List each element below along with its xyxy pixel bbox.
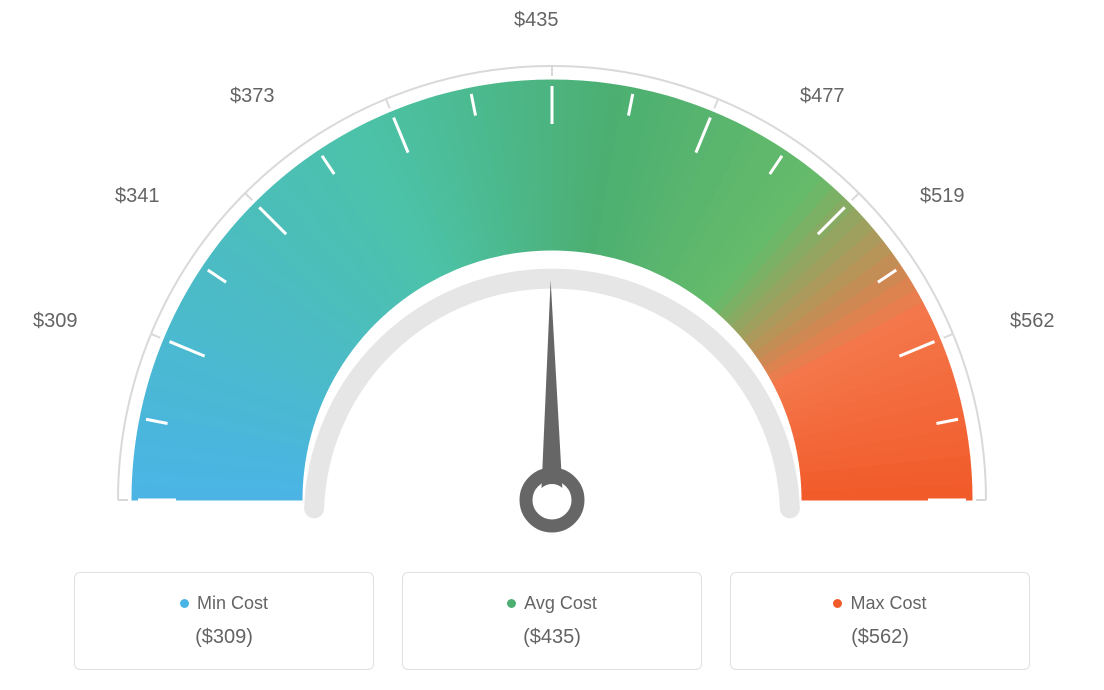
gauge-tick-label: $309 — [33, 310, 78, 333]
legend-value: ($309) — [195, 626, 253, 649]
legend-row: Min Cost ($309) Avg Cost ($435) Max Cost… — [0, 572, 1104, 670]
legend-label: Min Cost — [197, 593, 268, 614]
legend-value: ($562) — [851, 626, 909, 649]
gauge-tick-label: $477 — [800, 85, 845, 108]
legend-label: Max Cost — [850, 593, 926, 614]
legend-card-min: Min Cost ($309) — [74, 572, 374, 670]
gauge-tick-label: $373 — [230, 85, 275, 108]
gauge-tick-label: $341 — [115, 185, 160, 208]
legend-value: ($435) — [523, 626, 581, 649]
legend-label: Avg Cost — [524, 593, 597, 614]
gauge-tick-label: $519 — [920, 185, 965, 208]
gauge-tick-label: $435 — [514, 9, 559, 32]
gauge-chart: $309 $341 $373 $435 $477 $519 $562 — [0, 0, 1104, 570]
dot-icon — [833, 599, 842, 608]
dot-icon — [180, 599, 189, 608]
legend-card-max: Max Cost ($562) — [730, 572, 1030, 670]
gauge-tick-label: $562 — [1010, 310, 1055, 333]
dot-icon — [507, 599, 516, 608]
legend-card-avg: Avg Cost ($435) — [402, 572, 702, 670]
gauge-svg — [72, 30, 1032, 570]
